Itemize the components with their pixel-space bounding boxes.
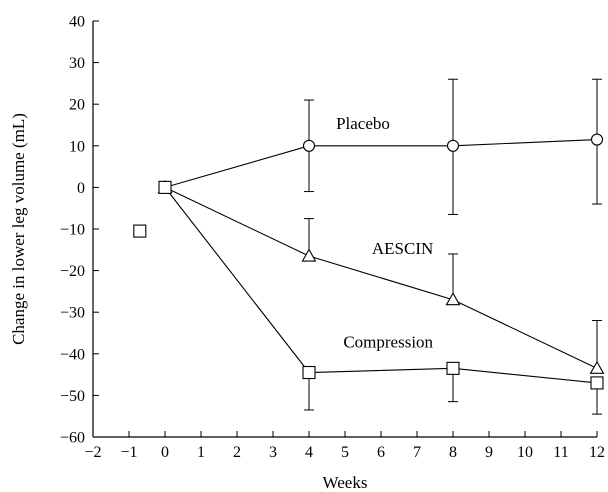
x-tick-label: 0: [161, 444, 169, 461]
series-line: [164, 187, 598, 384]
y-tick-label: −40: [60, 346, 85, 363]
square-marker: [446, 361, 460, 375]
x-axis-title: Weeks: [323, 473, 368, 492]
square-marker: [133, 224, 147, 238]
circle-marker: [446, 139, 460, 152]
y-tick-label: −10: [60, 222, 85, 239]
y-tick-label: 10: [69, 138, 85, 155]
triangle-marker: [301, 248, 317, 262]
square-marker: [158, 180, 172, 194]
y-tick-label: 30: [69, 55, 85, 72]
triangle-marker: [445, 292, 461, 306]
series-label: Compression: [343, 333, 433, 352]
square-marker: [302, 365, 316, 380]
triangle-marker: [589, 360, 605, 374]
x-tick-label: 5: [341, 444, 349, 461]
series-label: Placebo: [336, 114, 390, 133]
circle-marker: [302, 139, 316, 152]
isolated-point: [133, 224, 147, 238]
circle-marker: [590, 133, 604, 146]
x-tick-label: 8: [449, 444, 457, 461]
x-tick-label: 10: [517, 444, 533, 461]
series-aescin: AESCIN: [157, 179, 605, 374]
x-tick-label: 11: [553, 444, 568, 461]
y-tick-label: 0: [77, 180, 85, 197]
y-tick-label: −20: [60, 263, 85, 280]
x-tick-label: 9: [485, 444, 493, 461]
x-tick-label: 1: [197, 444, 205, 461]
y-tick-label: −50: [60, 388, 85, 405]
x-tick-label: −2: [84, 444, 101, 461]
y-tick-label: −30: [60, 305, 85, 322]
y-tick-label: 40: [69, 14, 85, 31]
x-tick-label: 2: [233, 444, 241, 461]
y-tick-label: 20: [69, 97, 85, 114]
x-tick-label: 3: [269, 444, 277, 461]
y-axis-title: Change in lower leg volume (mL): [9, 113, 28, 345]
y-tick-label: −60: [60, 430, 85, 447]
x-tick-label: 4: [305, 444, 313, 461]
x-tick-label: −1: [120, 444, 137, 461]
series-placebo: Placebo: [158, 78, 604, 215]
x-tick-label: 6: [377, 444, 385, 461]
x-tick-label: 7: [413, 444, 421, 461]
series-compression: Compression: [158, 180, 604, 415]
series-label: AESCIN: [372, 239, 433, 258]
series-line: [164, 139, 598, 188]
series-layer: Placebo AESCIN Compression: [133, 78, 605, 415]
square-marker: [590, 376, 604, 390]
series-line: [164, 186, 598, 369]
x-tick-label: 12: [589, 444, 605, 461]
